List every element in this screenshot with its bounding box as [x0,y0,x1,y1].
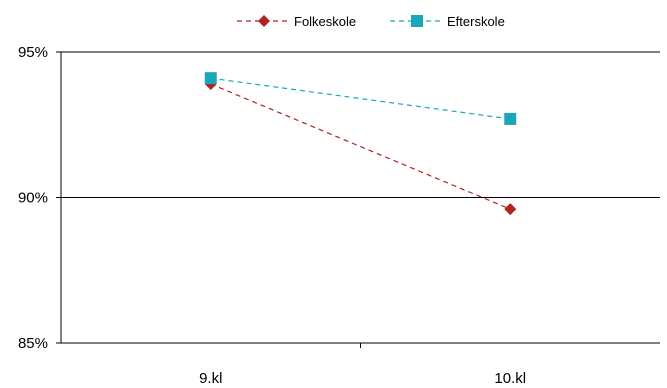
data-point-efterskole [204,72,217,85]
x-tick-label: 9.kl [199,370,222,387]
series-line-folkeskole [210,83,511,210]
y-tick-label: 95% [18,44,48,61]
data-point-folkeskole [504,203,517,216]
y-tick-label: 85% [18,335,48,352]
legend-label: Folkeskole [294,14,356,29]
legend-swatch-marker [411,15,423,27]
legend-label: Efterskole [447,14,505,29]
series-lines [210,77,511,210]
data-point-efterskole [504,112,517,125]
series-markers [204,72,517,216]
legend: Folkeskole Efterskole [237,14,505,29]
y-tick-label: 90% [18,190,48,207]
y-ticks: 85% 90% 95% [18,44,61,352]
gridlines [61,51,660,198]
x-ticks: 9.kl 10.kl [199,343,526,387]
series-line-efterskole [210,77,511,120]
x-tick-label: 10.kl [494,370,526,387]
legend-swatch-marker [258,15,270,27]
